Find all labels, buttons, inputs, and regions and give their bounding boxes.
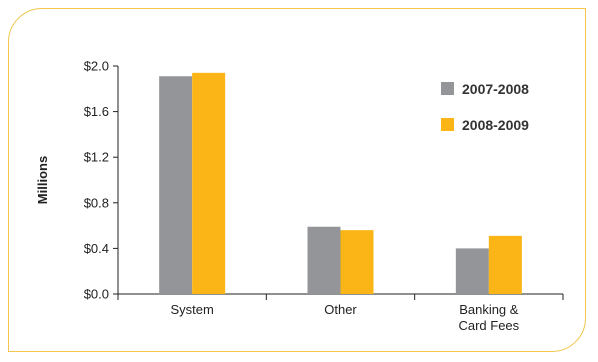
legend-swatch (441, 82, 454, 95)
y-tick-label: $0.4 (84, 241, 109, 256)
legend-swatch (441, 118, 454, 131)
bars (159, 72, 522, 294)
chart-frame (8, 8, 586, 352)
y-tick-label: $0.8 (84, 195, 109, 210)
x-tick-label: Card Fees (458, 318, 519, 333)
x-tick-label: System (170, 302, 213, 317)
bar (340, 230, 374, 294)
y-tick-label: $0.0 (84, 287, 109, 302)
bar (455, 248, 489, 294)
bar (192, 72, 226, 294)
bar (159, 76, 193, 294)
y-tick-label: $1.2 (84, 150, 109, 165)
legend-label: 2007-2008 (462, 81, 529, 97)
y-axis-title: Millions (35, 156, 50, 204)
x-tick-label: Banking & (459, 302, 519, 317)
legend: 2007-2008 2008-2009 (441, 81, 529, 133)
legend-label: 2008-2009 (462, 117, 529, 133)
bar (488, 235, 522, 294)
labels: $0.0 $0.4 $0.8 $1.2 $1.6 $2.0 Millions System Ot… (35, 59, 520, 334)
y-tick-label: $2.0 (84, 59, 109, 74)
x-tick-label: Other (324, 302, 357, 317)
bar (307, 226, 341, 294)
y-tick-label: $1.6 (84, 104, 109, 119)
